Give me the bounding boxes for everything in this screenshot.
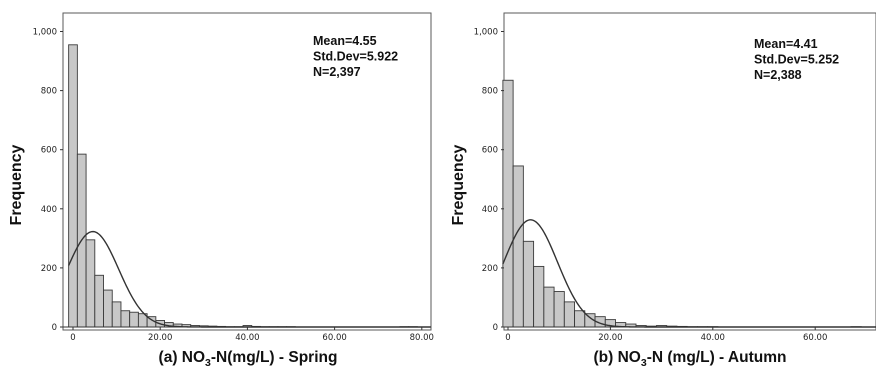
panel-caption: (a) NO3-N(mg/L) - Spring — [159, 349, 338, 368]
x-tick-label: 60.00 — [322, 333, 346, 343]
y-axis: 0 200 400 600 800 1,000 — [474, 28, 504, 333]
x-tick-label: 80.00 — [410, 333, 434, 343]
stat-n: N=2,397 — [313, 65, 361, 79]
bars — [68, 44, 418, 328]
y-tick-label: 600 — [41, 146, 57, 156]
y-tick-label: 200 — [41, 264, 57, 274]
x-tick-label: 20.00 — [148, 333, 172, 343]
bar — [68, 44, 78, 328]
x-tick-label: 0 — [505, 333, 510, 343]
stat-std-dev: Std.Dev=5.922 — [313, 50, 398, 64]
y-tick-label: 600 — [482, 146, 498, 156]
x-tick-label: 40.00 — [701, 333, 725, 343]
bar — [553, 291, 565, 328]
y-axis-label: Frequency — [8, 144, 25, 225]
stat-mean: Mean=4.41 — [754, 37, 818, 51]
histogram-panel-autumn: 0 20.00 40.00 60.00 0 200 400 600 800 1,000 Freque… — [450, 12, 876, 368]
y-axis: 0 200 400 600 800 1,000 — [33, 28, 63, 333]
y-axis-label: Frequency — [450, 144, 467, 225]
bar — [129, 311, 139, 328]
x-axis: 0 20.00 40.00 60.00 — [504, 326, 876, 343]
y-tick-label: 400 — [41, 205, 57, 215]
bar — [85, 239, 96, 328]
bar — [103, 289, 113, 328]
x-axis: 0 20.00 40.00 60.00 80.00 — [63, 326, 434, 343]
bar — [563, 301, 576, 328]
bar — [543, 286, 555, 328]
y-tick-label: 0 — [493, 323, 498, 333]
x-tick-label: 0 — [70, 333, 75, 343]
y-tick-label: 200 — [482, 264, 498, 274]
y-tick-label: 0 — [52, 323, 57, 333]
bar — [502, 79, 514, 328]
y-tick-label: 800 — [41, 87, 57, 97]
bar — [94, 274, 104, 328]
panel-caption: (b) NO3-N (mg/L) - Autumn — [594, 349, 787, 368]
y-tick-label: 400 — [482, 205, 498, 215]
x-tick-label: 40.00 — [235, 333, 259, 343]
bar — [574, 310, 586, 328]
bar — [120, 310, 131, 328]
bars — [502, 79, 862, 328]
stat-n: N=2,388 — [754, 68, 802, 82]
histogram-panel-spring: 0 20.00 40.00 60.00 80.00 0 200 400 600 800 1,000 F… — [8, 12, 434, 368]
y-tick-label: 800 — [482, 87, 498, 97]
x-tick-label: 60.00 — [803, 333, 827, 343]
y-tick-label: 1,000 — [474, 28, 498, 38]
bar — [111, 301, 122, 328]
stat-std-dev: Std.Dev=5.252 — [754, 53, 839, 67]
bar — [512, 165, 524, 328]
bar — [522, 240, 535, 328]
x-tick-label: 20.00 — [598, 333, 622, 343]
y-tick-label: 1,000 — [33, 28, 57, 38]
bar — [533, 265, 545, 328]
stat-mean: Mean=4.55 — [313, 34, 377, 48]
